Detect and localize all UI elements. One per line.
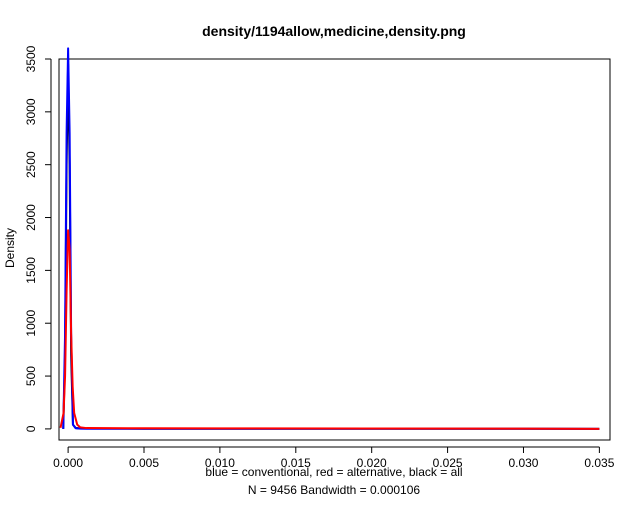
y-tick-label: 0 xyxy=(24,425,38,432)
y-axis: 0 500 1000 1500 2000 2500 3000 3500 xyxy=(24,45,52,432)
y-tick-label: 1500 xyxy=(24,257,38,284)
y-tick-label: 2500 xyxy=(24,151,38,178)
y-tick-label: 3500 xyxy=(24,45,38,72)
x-tick-label: 0.035 xyxy=(584,456,614,470)
y-tick-label: 3000 xyxy=(24,98,38,125)
x-tick-label: 0.030 xyxy=(508,456,538,470)
series-layer xyxy=(59,47,600,430)
plot-frame xyxy=(58,58,611,441)
x-tick-label: 0.000 xyxy=(53,456,83,470)
x-tick-label: 0.020 xyxy=(357,456,387,470)
x-tick-label: 0.025 xyxy=(433,456,463,470)
x-axis-sublabel: N = 9456 Bandwidth = 0.000106 xyxy=(248,483,420,497)
x-axis: 0.000 0.005 0.010 0.015 0.020 0.025 0.030 0.035 xyxy=(53,446,615,470)
y-tick-label: 500 xyxy=(24,366,38,386)
y-tick-label: 1000 xyxy=(24,310,38,337)
x-tick-label: 0.015 xyxy=(281,456,311,470)
y-tick-label: 2000 xyxy=(24,204,38,231)
series-line-alternative xyxy=(59,229,600,430)
chart-title: density/1194allow,medicine,density.png xyxy=(202,23,466,39)
x-tick-label: 0.005 xyxy=(129,456,159,470)
x-axis-label: blue = conventional, red = alternative, … xyxy=(205,465,462,479)
x-tick-label: 0.010 xyxy=(205,456,235,470)
y-axis-label: Density xyxy=(3,228,17,268)
